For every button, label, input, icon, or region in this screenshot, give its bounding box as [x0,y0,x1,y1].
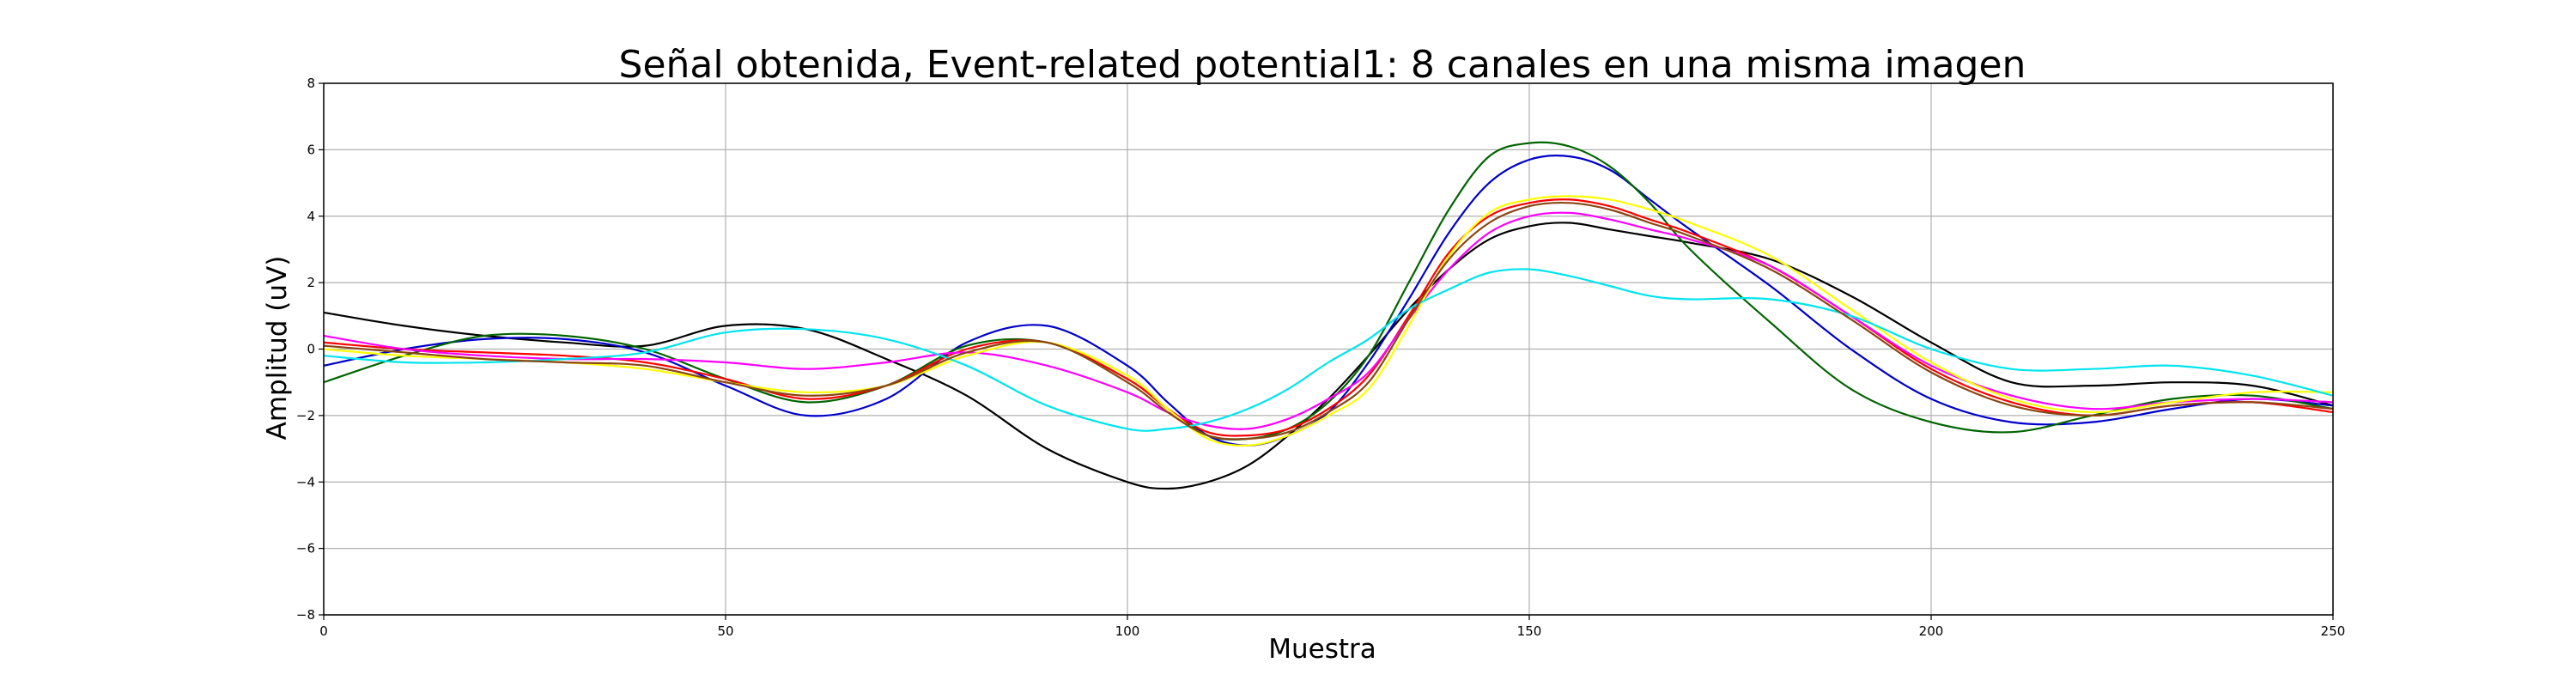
y-tick-label: −8 [296,607,315,623]
x-tick-label: 100 [1115,623,1140,639]
y-axis-label: Amplitud (uV) [262,256,293,441]
x-tick-label: 200 [1919,623,1944,639]
axis-ticks: 0 50 100 150 200 250 −8 −6 −4 −2 0 2 4 6 8 [296,76,2345,639]
y-tick-label: −4 [296,474,315,489]
series-line-5 [323,211,2334,430]
y-tick-label: 4 [307,209,315,224]
series-line-8 [323,201,2334,441]
chart-title: Señal obtenida, Event-related potential1… [619,43,2026,87]
y-tick-label: 6 [307,142,315,157]
series-line-4 [323,198,2334,437]
y-tick-label: 8 [307,76,315,91]
x-tick-label: 150 [1517,623,1542,639]
series-line-7 [323,268,2334,432]
y-tick-label: 2 [307,275,315,290]
x-tick-label: 250 [2321,623,2346,639]
x-tick-label: 0 [319,623,328,639]
x-tick-label: 50 [717,623,733,639]
y-tick-label: 0 [307,342,315,357]
x-axis-label: Muestra [1268,634,1376,665]
y-tick-label: −6 [296,541,315,556]
series-line-2 [323,155,2334,447]
series-lines [323,141,2334,490]
y-tick-label: −2 [296,408,315,423]
